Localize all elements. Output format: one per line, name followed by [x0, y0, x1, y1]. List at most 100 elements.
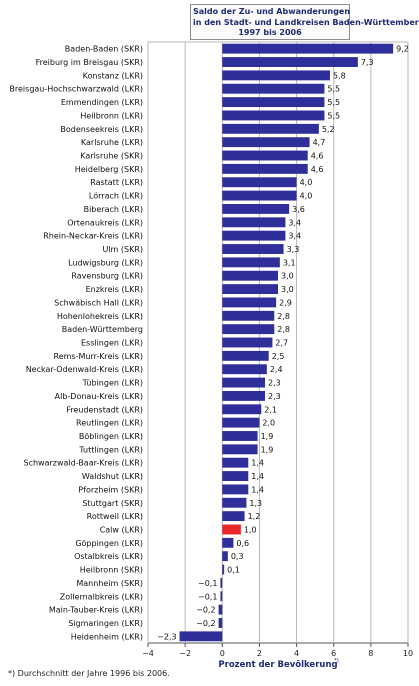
- category-label: Heilbronn (LKR): [80, 111, 143, 120]
- x-axis: −4 −2 0 2 4 6 8 10: [142, 643, 413, 658]
- category-label: Freiburg im Breisgau (SKR): [36, 58, 143, 67]
- chart-title: Saldo der Zu- und Abwanderungen in den S…: [190, 4, 419, 40]
- bar: [222, 484, 249, 495]
- category-label: Tuttlingen (LKR): [78, 445, 143, 454]
- value-label: −0,2: [196, 606, 215, 615]
- bar: [218, 604, 223, 615]
- x-tick-label: 4: [294, 649, 299, 658]
- category-label: Breisgau-Hochschwarzwald (LKR): [9, 85, 143, 94]
- value-label: 2,7: [275, 339, 288, 348]
- bar: [222, 417, 260, 428]
- value-label: 0,1: [227, 566, 240, 575]
- bar: [222, 230, 286, 241]
- category-label: Hohenlohekreis (LKR): [57, 312, 143, 321]
- value-label: 1,9: [261, 445, 274, 454]
- value-label: 4,0: [300, 192, 313, 201]
- value-label: 1,4: [251, 485, 264, 494]
- value-label: 4,0: [300, 178, 313, 187]
- bar: [222, 204, 290, 214]
- value-label: 5,5: [327, 111, 340, 120]
- category-label: Rottweil (LKR): [87, 512, 143, 521]
- category-label: Schwäbisch Hall (LKR): [54, 298, 143, 307]
- bar: [222, 551, 228, 562]
- category-label: Alb-Donau-Kreis (LKR): [55, 392, 143, 401]
- value-label: 1,0: [244, 525, 257, 534]
- value-label: 5,8: [333, 71, 346, 80]
- value-label: 1,2: [248, 512, 261, 521]
- value-label: 2,8: [277, 312, 290, 321]
- bar: [222, 284, 278, 295]
- category-label: Ostalbkreis (LKR): [74, 552, 143, 561]
- category-label: Rhein-Neckar-Kreis (LKR): [43, 232, 143, 241]
- footnote: *) Durchschnitt der Jahre 1996 bis 2006.: [8, 669, 170, 678]
- bar: [222, 257, 280, 268]
- bar: [222, 310, 275, 321]
- value-label: 3,4: [288, 218, 301, 227]
- category-label: Konstanz (LKR): [83, 71, 143, 80]
- bar: [222, 537, 234, 548]
- value-label: −0,1: [198, 592, 217, 601]
- bar: [222, 471, 249, 481]
- value-label: 4,6: [311, 165, 324, 174]
- bar: [222, 70, 330, 81]
- value-label: −0,2: [196, 619, 215, 628]
- category-label: Stuttgart (SKR): [82, 499, 143, 508]
- value-label: 4,7: [313, 138, 326, 147]
- value-label: 3,1: [283, 258, 296, 267]
- category-label: Freudenstadt (LKR): [66, 405, 143, 414]
- bar: [222, 123, 319, 134]
- bar: [222, 524, 241, 535]
- x-tick-label: −2: [179, 649, 191, 658]
- value-label: 3,0: [281, 285, 294, 294]
- value-label: 0,3: [231, 552, 244, 561]
- x-axis-label: Prozent der Bevölkerung: [218, 660, 337, 670]
- category-label: Baden-Baden (SKR): [65, 45, 143, 54]
- value-label: 2,8: [277, 325, 290, 334]
- category-label: Neckar-Odenwald-Kreis (LKR): [26, 365, 143, 374]
- bar: [222, 324, 275, 335]
- value-labels: 9,2 7,3 5,8 5,5 5,5 5,5 5,2 4,7 4,6 4,6 4,0 4,0 3,6 3…: [157, 45, 409, 642]
- category-label: Karlsruhe (SKR): [80, 152, 143, 161]
- category-label: Emmendingen (LKR): [61, 98, 143, 107]
- category-label: Rems-Murr-Kreis (LKR): [54, 352, 143, 361]
- value-label: −0,1: [198, 579, 217, 588]
- category-label: Lörrach (LKR): [89, 192, 143, 201]
- value-label: 2,0: [262, 419, 275, 428]
- bar: [222, 404, 262, 415]
- category-label: Esslingen (LKR): [81, 339, 143, 348]
- value-label: −2,3: [157, 632, 176, 641]
- value-label: 2,3: [268, 392, 281, 401]
- bar: [222, 190, 297, 201]
- category-label: Göppingen (LKR): [75, 539, 143, 548]
- category-label: Mannheim (SKR): [76, 579, 143, 588]
- bar: [222, 511, 245, 522]
- category-label: Heilbronn (SKR): [80, 566, 143, 575]
- category-label: Sigmaringen (LKR): [68, 619, 143, 628]
- x-tick-label: 0: [220, 649, 225, 658]
- bar: [220, 577, 223, 588]
- bar: [222, 110, 325, 121]
- bar: [222, 163, 308, 174]
- bar: [218, 618, 223, 628]
- value-label: 1,9: [261, 432, 274, 441]
- value-label: 1,3: [249, 499, 262, 508]
- category-label: Reutlingen (LKR): [76, 419, 143, 428]
- category-label: Calw (LKR): [100, 525, 143, 534]
- x-tick-label: 10: [403, 649, 413, 658]
- value-label: 2,5: [272, 352, 285, 361]
- bar: [222, 457, 249, 468]
- x-tick-label: −4: [142, 649, 154, 658]
- value-label: 5,5: [327, 98, 340, 107]
- value-label: 4,6: [311, 152, 324, 161]
- value-label: 3,4: [288, 232, 301, 241]
- value-label: 3,6: [292, 205, 305, 214]
- category-label: Enzkreis (LKR): [86, 285, 143, 294]
- value-label: 1,4: [251, 472, 264, 481]
- bar: [220, 591, 223, 602]
- value-label: 5,2: [322, 125, 335, 134]
- category-label: Zollernalbkreis (LKR): [60, 592, 143, 601]
- chart-title-line-3: 1997 bis 2006: [238, 28, 302, 37]
- category-label: Ravensburg (LKR): [71, 272, 143, 281]
- bar: [222, 270, 278, 281]
